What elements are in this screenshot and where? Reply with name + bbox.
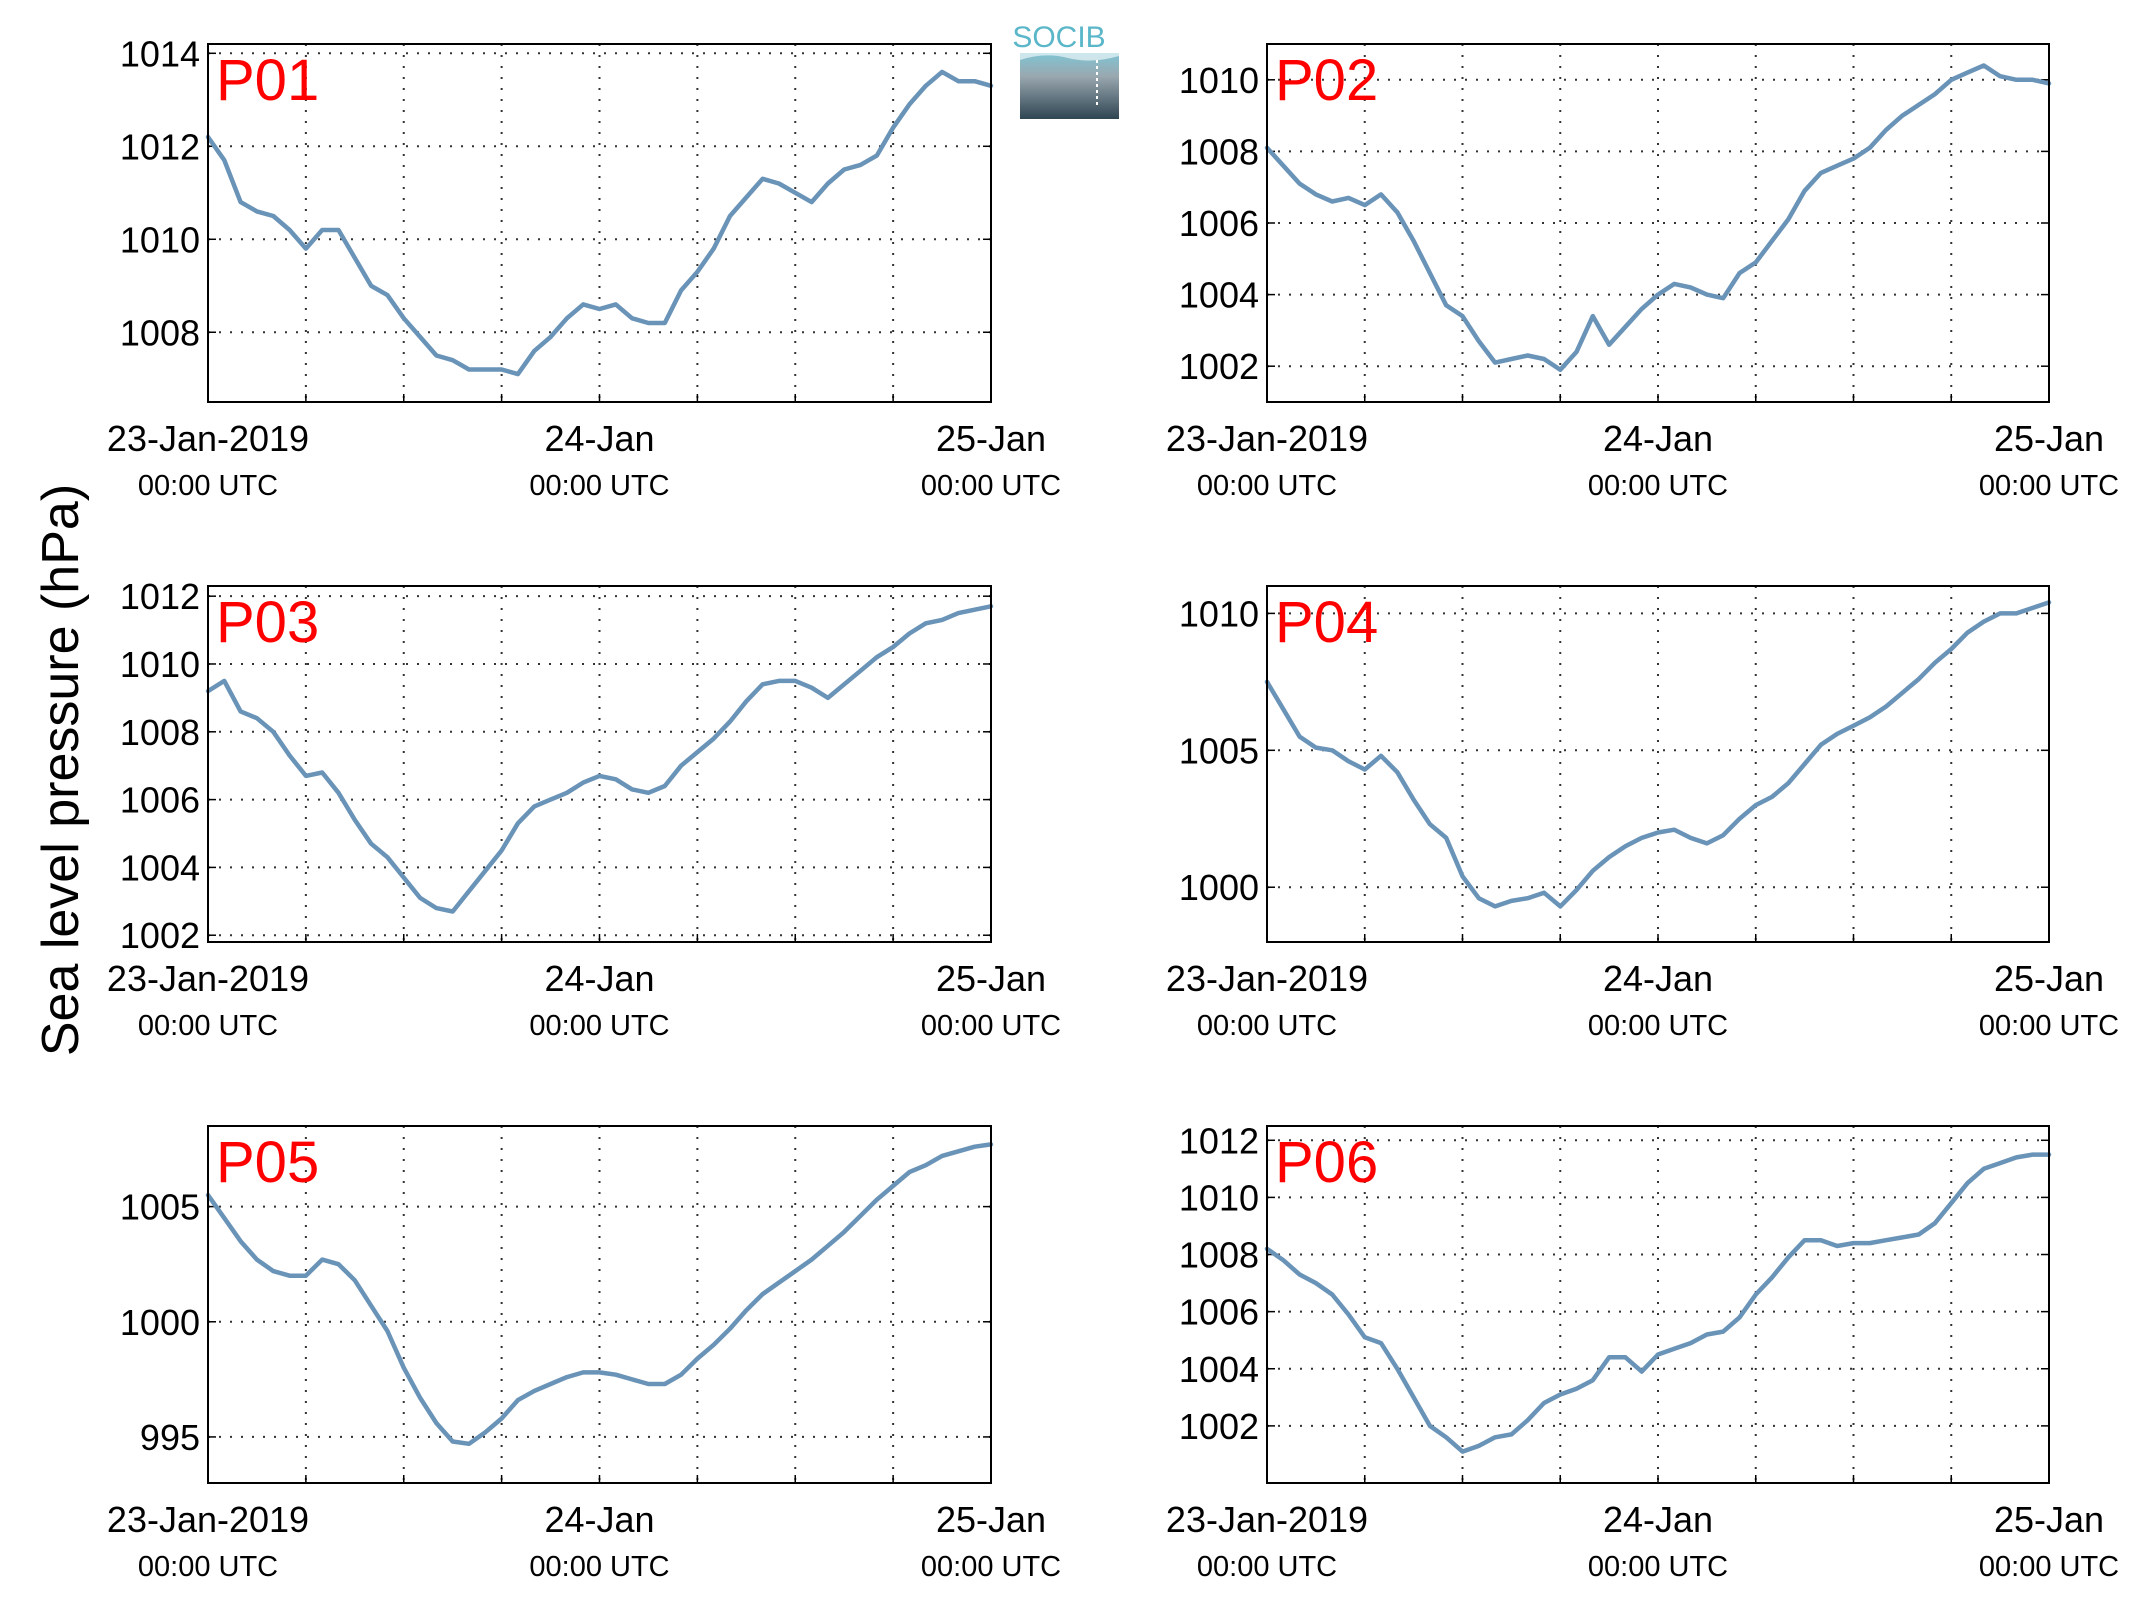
y-tick-label: 1005 — [120, 1187, 200, 1228]
series-line — [1264, 1152, 2052, 1454]
y-tick-label: 1012 — [120, 576, 200, 617]
y-tick-label: 1010 — [1179, 1177, 1259, 1218]
x-tick-date: 24-Jan — [1603, 1499, 1713, 1540]
series-line — [1264, 600, 2052, 909]
panel-p02: 1002 1004 1006 1008 1010 P02 23-Jan-2019 00:00 … — [1166, 43, 2119, 502]
y-tick-label: 1002 — [120, 915, 200, 956]
y-tick-label: 1006 — [120, 780, 200, 821]
logo-block — [1020, 53, 1119, 119]
y-tick-label: 1010 — [1179, 593, 1259, 634]
logo-text: SOCIB — [1012, 21, 1105, 54]
x-tick-time: 00:00 UTC — [138, 1010, 278, 1042]
panel-p05: 995 1000 1005 P05 23-Jan-2019 00:00 UTC 24-Jan… — [107, 1125, 1061, 1583]
x-tick-time: 00:00 UTC — [1588, 470, 1728, 502]
x-tick-time: 00:00 UTC — [1588, 1551, 1728, 1583]
x-tick-date: 23-Jan-2019 — [1166, 1499, 1368, 1540]
panel-label: P04 — [1275, 590, 1378, 655]
logo-wave — [1020, 53, 1119, 61]
y-axis-label: Sea level pressure (hPa) — [32, 484, 90, 1056]
y-tick-label: 1014 — [120, 33, 200, 74]
x-tick-date: 25-Jan — [1994, 1499, 2104, 1540]
x-tick-time: 00:00 UTC — [1979, 470, 2119, 502]
x-tick-time: 00:00 UTC — [921, 470, 1061, 502]
x-tick-time: 00:00 UTC — [529, 1010, 669, 1042]
y-tick-label: 1002 — [1179, 346, 1259, 387]
y-tick-label: 1012 — [120, 126, 200, 167]
series-line — [205, 69, 994, 377]
y-tick-label: 1012 — [1179, 1120, 1259, 1161]
axes-frame — [207, 43, 992, 403]
x-tick-date: 24-Jan — [544, 418, 654, 459]
x-tick-date: 25-Jan — [936, 418, 1046, 459]
axes-frame — [1266, 43, 2050, 403]
panel-label: P02 — [1275, 48, 1378, 113]
y-tick-label: 995 — [140, 1417, 200, 1458]
x-tick-date: 24-Jan — [544, 1499, 654, 1540]
x-tick-time: 00:00 UTC — [921, 1551, 1061, 1583]
axes-frame — [1266, 585, 2050, 943]
x-tick-time: 00:00 UTC — [921, 1010, 1061, 1042]
x-tick-date: 25-Jan — [1994, 958, 2104, 999]
x-tick-date: 23-Jan-2019 — [107, 418, 309, 459]
x-tick-time: 00:00 UTC — [1588, 1010, 1728, 1042]
y-tick-label: 1004 — [1179, 275, 1259, 316]
x-tick-date: 23-Jan-2019 — [1166, 958, 1368, 999]
x-tick-time: 00:00 UTC — [1197, 1551, 1337, 1583]
x-tick-date: 25-Jan — [936, 958, 1046, 999]
panel-p01: 1008 1010 1012 1014 P01 23-Jan-2019 00:00 UTC 2… — [107, 33, 1061, 502]
x-tick-time: 00:00 UTC — [138, 470, 278, 502]
y-tick-label: 1000 — [120, 1302, 200, 1343]
x-tick-date: 23-Jan-2019 — [107, 1499, 309, 1540]
x-tick-date: 25-Jan — [1994, 418, 2104, 459]
x-tick-date: 23-Jan-2019 — [1166, 418, 1368, 459]
x-tick-date: 24-Jan — [1603, 418, 1713, 459]
x-tick-time: 00:00 UTC — [1979, 1010, 2119, 1042]
panel-label: P03 — [216, 590, 319, 655]
panel-label: P05 — [216, 1130, 319, 1195]
x-tick-date: 24-Jan — [1603, 958, 1713, 999]
axes-frame — [207, 585, 992, 943]
y-tick-label: 1008 — [120, 712, 200, 753]
panel-p04: 1000 1005 1010 P04 23-Jan-2019 00:00 UTC 24-Ja… — [1166, 585, 2119, 1042]
x-tick-time: 00:00 UTC — [529, 470, 669, 502]
panel-p03: 1002 1004 1006 1008 1010 1012 P03 23-Jan-2019 00… — [107, 576, 1061, 1042]
y-tick-label: 1010 — [1179, 60, 1259, 101]
y-tick-label: 1008 — [120, 312, 200, 353]
x-tick-date: 23-Jan-2019 — [107, 958, 309, 999]
x-tick-time: 00:00 UTC — [529, 1551, 669, 1583]
y-tick-label: 1006 — [1179, 203, 1259, 244]
y-tick-label: 1004 — [1179, 1349, 1259, 1390]
x-tick-date: 25-Jan — [936, 1499, 1046, 1540]
x-tick-time: 00:00 UTC — [1197, 470, 1337, 502]
panel-label: P06 — [1275, 1130, 1378, 1195]
y-tick-label: 1000 — [1179, 867, 1259, 908]
socib-logo: SOCIB — [1012, 21, 1119, 119]
x-tick-time: 00:00 UTC — [138, 1551, 278, 1583]
series-line — [205, 1142, 994, 1447]
x-tick-date: 24-Jan — [544, 958, 654, 999]
axes-frame — [207, 1125, 992, 1484]
x-tick-time: 00:00 UTC — [1197, 1010, 1337, 1042]
y-tick-label: 1005 — [1179, 730, 1259, 771]
y-tick-label: 1002 — [1179, 1406, 1259, 1447]
y-tick-label: 1008 — [1179, 1235, 1259, 1276]
panels: 1008 1010 1012 1014 P01 23-Jan-2019 00:00 UTC 2… — [107, 33, 2119, 1583]
y-tick-label: 1008 — [1179, 131, 1259, 172]
x-tick-time: 00:00 UTC — [1979, 1551, 2119, 1583]
panel-p06: 1002 1004 1006 1008 1010 1012 P06 23-Jan-2019 00… — [1166, 1120, 2119, 1583]
y-tick-label: 1010 — [120, 219, 200, 260]
series-line — [1264, 63, 2052, 373]
panel-label: P01 — [216, 48, 319, 113]
y-tick-label: 1006 — [1179, 1292, 1259, 1333]
y-tick-label: 1010 — [120, 644, 200, 685]
y-tick-label: 1004 — [120, 847, 200, 888]
axes-frame — [1266, 1125, 2050, 1484]
series-line — [205, 604, 994, 914]
